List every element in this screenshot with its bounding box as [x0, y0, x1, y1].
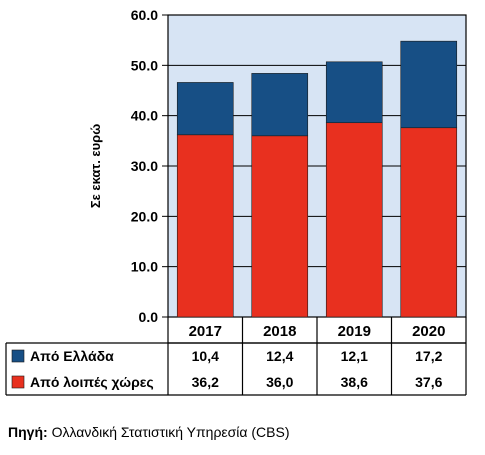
- legend-swatch: [11, 349, 25, 363]
- bar-segment-greece: [325, 61, 383, 124]
- x-tick-label: 2019: [338, 323, 371, 340]
- y-tick-label: 50.0: [131, 57, 158, 73]
- y-tick-label: 0.0: [139, 309, 159, 325]
- y-tick-label: 40.0: [131, 108, 158, 124]
- y-axis-ticks: 0.0 10.0 20.0 30.0 40.0 50.0 60.0: [131, 7, 168, 325]
- data-label: 12,1: [341, 348, 368, 364]
- source-text: Ολλανδική Στατιστική Υπηρεσία (CBS): [51, 424, 290, 440]
- x-tick-label: 2017: [189, 323, 222, 340]
- x-tick-label: 2020: [412, 323, 445, 340]
- y-axis-title: Σε εκατ. ευρώ: [88, 124, 103, 208]
- data-table: 2017 2018 2019 2020 Από Ελλάδα 10,4 12,4 12,1 17…: [5, 317, 467, 396]
- bar-segment-greece: [176, 82, 234, 136]
- y-tick-label: 10.0: [131, 259, 158, 275]
- data-label: 36,2: [192, 374, 219, 390]
- y-tick-label: 60.0: [131, 7, 158, 23]
- x-tick-label: 2018: [263, 323, 296, 340]
- legend-entry: Από λοιπές χώρες: [30, 374, 154, 390]
- bar-segment-greece: [400, 40, 458, 129]
- data-label: 36,0: [266, 374, 293, 390]
- y-tick-label: 20.0: [131, 208, 158, 224]
- bar-segment-greece: [251, 73, 309, 137]
- y-tick-label: 30.0: [131, 158, 158, 174]
- legend-swatch: [11, 375, 25, 389]
- data-label: 12,4: [266, 348, 293, 364]
- source-prefix: Πηγή:: [8, 424, 48, 440]
- bars: [176, 40, 458, 318]
- bar-segment-other-countries: [400, 127, 458, 318]
- bar-segment-other-countries: [251, 135, 309, 318]
- bar-segment-other-countries: [176, 134, 234, 318]
- source-note: Πηγή: Ολλανδική Στατιστική Υπηρεσία (CBS…: [8, 424, 290, 440]
- legend-entry: Από Ελλάδα: [30, 348, 114, 364]
- data-label: 10,4: [192, 348, 219, 364]
- bar-segment-other-countries: [325, 122, 383, 318]
- data-label: 37,6: [415, 374, 442, 390]
- data-label: 38,6: [341, 374, 368, 390]
- data-label: 17,2: [415, 348, 442, 364]
- stacked-bar-chart: 0.0 10.0 20.0 30.0 40.0 50.0 60.0 Σε εκατ. ευρ…: [5, 7, 467, 396]
